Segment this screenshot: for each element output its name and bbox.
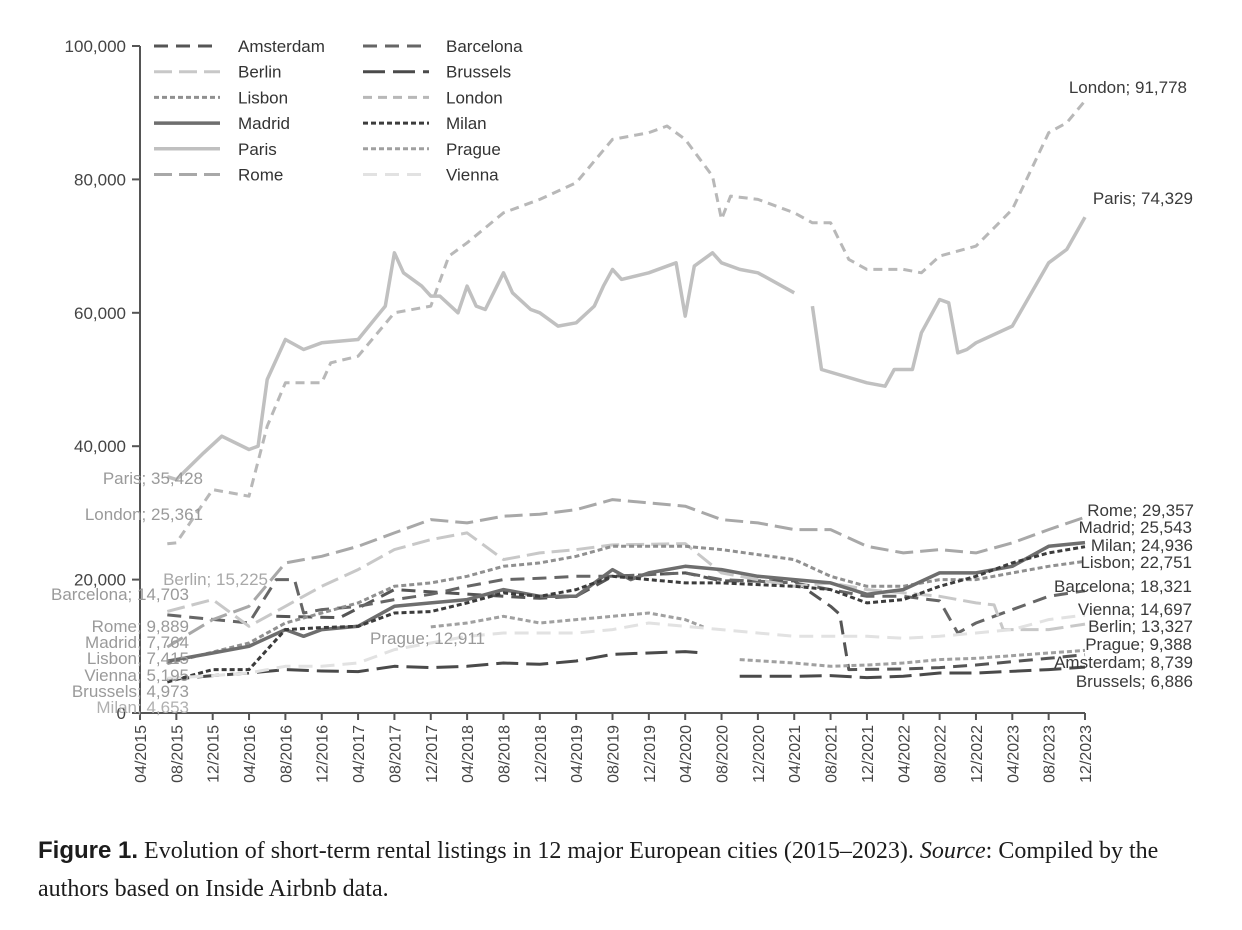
end-label-lisbon: Lisbon; 22,751 (1080, 553, 1192, 572)
series-line-berlin (166, 531, 1086, 632)
series-line-lisbon (166, 544, 1086, 665)
series-line-rome (166, 498, 1086, 649)
x-tick-label: 12/2018 (533, 725, 550, 783)
series-layer (166, 99, 1087, 684)
x-tick-label: 08/2015 (169, 725, 186, 783)
start-label-paris: Paris; 35,428 (103, 469, 203, 488)
end-label-rome: Rome; 29,357 (1087, 501, 1194, 520)
data-labels-layer: Amsterdam; 8,739 Barcelona; 14,703 Barcelo… (51, 78, 1194, 717)
legend-label-amsterdam: Amsterdam (238, 37, 325, 56)
legend-label-paris: Paris (238, 140, 277, 159)
x-tick-label: 08/2017 (387, 725, 404, 783)
start-label-rome: Rome; 9,889 (92, 617, 189, 636)
x-tick-label: 12/2021 (860, 725, 877, 783)
series-line-madrid (166, 540, 1086, 663)
start-label-berlin: Berlin; 15,225 (163, 570, 268, 589)
caption-text: Evolution of short-term rental listings … (138, 838, 920, 864)
x-tick-label: 08/2018 (496, 725, 513, 783)
x-tick-label: 08/2020 (715, 725, 732, 783)
legend-label-barcelona: Barcelona (446, 37, 523, 56)
y-tick-label: 20,000 (74, 571, 126, 590)
start-label-milan: Milan; 4,653 (96, 698, 189, 717)
source-text: : Compiled by the authors based on Insid… (38, 838, 1159, 902)
end-label-madrid: Madrid; 25,543 (1079, 518, 1192, 537)
x-tick-label: 04/2018 (460, 725, 477, 783)
legend-label-milan: Milan (446, 114, 487, 133)
start-label-brussels: Brussels; 4,973 (72, 682, 189, 701)
x-tick-label: 08/2023 (1042, 725, 1059, 783)
end-label-amsterdam: Amsterdam; 8,739 (1054, 653, 1193, 672)
x-tick-label: 12/2015 (206, 725, 223, 783)
figure-label: Figure 1. (38, 837, 139, 864)
x-tick-label: 08/2019 (606, 725, 623, 783)
figure-caption: Figure 1. Evolution of short-term rental… (38, 832, 1208, 908)
x-tick-label: 12/2019 (642, 725, 659, 783)
x-tick-label: 12/2016 (315, 725, 332, 783)
chart-legend: Amsterdam Barcelona Berlin Brussels Lisbon Lo… (154, 37, 523, 185)
x-tick-label: 04/2021 (787, 725, 804, 783)
end-label-berlin: Berlin; 13,327 (1088, 617, 1193, 636)
end-label-paris: Paris; 74,329 (1093, 189, 1193, 208)
start-label-madrid: Madrid; 7,764 (85, 633, 189, 652)
y-tick-label: 100,000 (65, 37, 126, 56)
legend-label-lisbon: Lisbon (238, 88, 288, 107)
y-tick-label: 80,000 (74, 170, 126, 189)
x-tick-label: 08/2021 (824, 725, 841, 783)
y-tick-label: 0 (117, 704, 126, 723)
x-tick-label: 04/2015 (133, 725, 150, 783)
x-tick-label: 04/2023 (1005, 725, 1022, 783)
series-line-milan (166, 545, 1086, 684)
series-line-vienna (167, 613, 1086, 680)
x-tick-label: 04/2016 (242, 725, 259, 783)
end-label-brussels: Brussels; 6,886 (1076, 672, 1193, 691)
y-tick-label: 60,000 (74, 304, 126, 323)
start-label-barcelona: Barcelona; 14,703 (51, 585, 189, 604)
chart-axes: 0 20,000 40,000 60,000 80,000 100,000 04/2015 0… (65, 37, 1095, 783)
x-tick-label: 04/2019 (569, 725, 586, 783)
start-label-lisbon: Lisbon; 7,415 (87, 649, 189, 668)
start-label-vienna: Vienna; 5,195 (84, 666, 189, 685)
end-label-milan: Milan; 24,936 (1091, 536, 1193, 555)
legend-label-prague: Prague (446, 140, 501, 159)
legend-label-madrid: Madrid (238, 114, 290, 133)
legend-label-brussels: Brussels (446, 63, 511, 82)
line-chart: 0 20,000 40,000 60,000 80,000 100,000 04/2015 0… (51, 37, 1194, 783)
x-tick-label: 12/2020 (751, 725, 768, 783)
end-label-vienna: Vienna; 14,697 (1078, 600, 1192, 619)
legend-label-berlin: Berlin (238, 63, 281, 82)
end-label-barcelona: Barcelona; 18,321 (1054, 577, 1192, 596)
series-line-london (167, 99, 1087, 546)
source-label: Source (919, 838, 986, 864)
series-line-prague (430, 611, 1086, 668)
start-label-london: London; 25,361 (85, 505, 203, 524)
x-tick-label: 08/2022 (933, 725, 950, 783)
x-tick-label: 12/2017 (424, 725, 441, 783)
legend-label-rome: Rome (238, 166, 283, 185)
end-label-london: London; 91,778 (1069, 78, 1187, 97)
x-tick-label: 04/2020 (678, 725, 695, 783)
series-line-paris (166, 216, 1087, 482)
x-tick-label: 12/2022 (969, 725, 986, 783)
y-tick-label: 40,000 (74, 437, 126, 456)
x-tick-label: 12/2023 (1078, 725, 1095, 783)
legend-label-london: London (446, 88, 503, 107)
x-tick-label: 08/2016 (278, 725, 295, 783)
legend-label-vienna: Vienna (446, 166, 499, 185)
x-tick-label: 04/2022 (896, 725, 913, 783)
start-label-prague: Prague; 12,911 (370, 629, 485, 648)
end-label-prague: Prague; 9,388 (1085, 635, 1192, 654)
series-line-barcelona (167, 571, 1086, 635)
x-tick-label: 04/2017 (351, 725, 368, 783)
